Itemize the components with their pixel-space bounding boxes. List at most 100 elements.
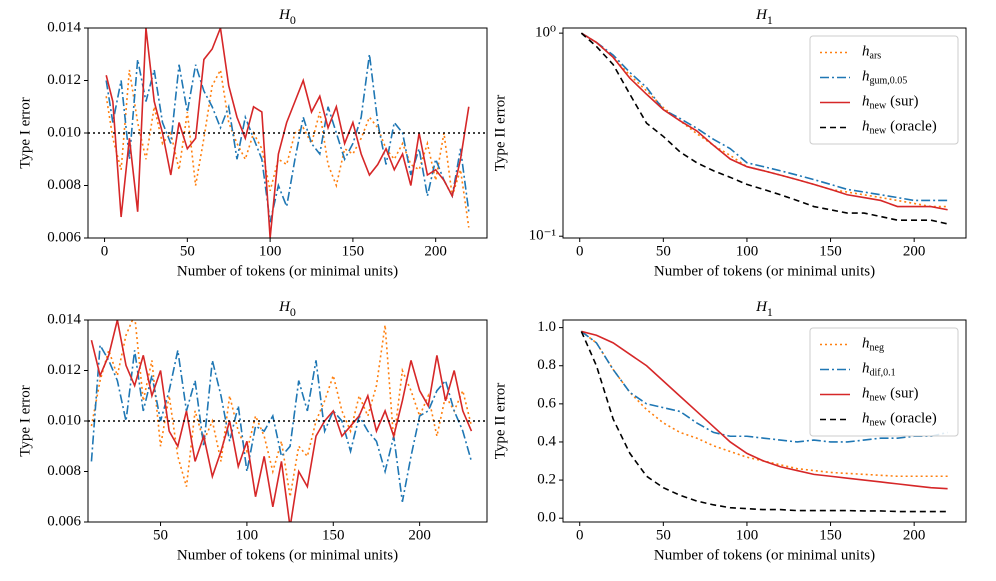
x-tick-label: 0 <box>101 243 109 259</box>
series-line <box>90 320 473 522</box>
legend-name: h <box>862 69 870 85</box>
title-subscript: 0 <box>290 305 296 319</box>
y-tick-label: 0.6 <box>537 395 556 411</box>
legend-name: h <box>862 44 870 60</box>
legend-subscript: dif,0.1 <box>870 368 896 379</box>
axes-frame <box>87 27 488 239</box>
y-tick-label: 0.008 <box>47 177 81 193</box>
y-tick-label: 0.012 <box>47 362 81 378</box>
y-tick-label: 0.8 <box>537 357 556 373</box>
legend-suffix: (oracle) <box>890 119 937 135</box>
y-tick-label: 0.2 <box>537 472 556 488</box>
legend-name: h <box>862 411 870 427</box>
y-axis-label: Type I error <box>17 97 33 168</box>
x-tick-label: 0 <box>576 243 584 259</box>
legend-label: hars <box>862 44 881 62</box>
legend-label: hnew (sur) <box>862 386 919 404</box>
legend-subscript: new <box>870 101 887 112</box>
legend-box <box>809 35 959 145</box>
plot-area <box>88 28 487 238</box>
title-main: H <box>755 7 768 23</box>
y-tick-label: 10⁻¹ <box>529 228 556 244</box>
title-subscript: 1 <box>767 13 773 27</box>
y-tick-label: 0.012 <box>47 72 81 88</box>
legend-box <box>809 327 959 437</box>
legend-subscript: new <box>870 393 887 404</box>
x-tick-label: 200 <box>903 527 926 543</box>
y-tick-label: 0.006 <box>47 229 81 245</box>
legend-name: h <box>862 336 870 352</box>
legend-label: hnew (oracle) <box>862 119 937 137</box>
axes-frame <box>562 319 967 523</box>
legend-name: h <box>862 386 870 402</box>
panel-title: H1 <box>755 7 773 26</box>
y-axis-label: Type II error <box>492 383 508 459</box>
series-line <box>580 32 948 225</box>
y-tick-label: 0.014 <box>47 311 81 327</box>
title-main: H <box>278 299 291 315</box>
series-line <box>580 32 948 211</box>
series-line <box>105 54 470 223</box>
legend-label: hnew (sur) <box>862 94 919 112</box>
y-tick-label: 0.006 <box>47 513 81 529</box>
y-tick-label: 0.4 <box>537 433 556 449</box>
x-tick-label: 150 <box>819 243 842 259</box>
title-subscript: 0 <box>290 13 296 27</box>
y-axis-label: Type I error <box>17 385 33 456</box>
y-tick-label: 0.008 <box>47 463 81 479</box>
title-main: H <box>278 7 291 23</box>
axes-frame <box>87 319 488 523</box>
x-tick-label: 200 <box>408 527 431 543</box>
panel: H0 50 100 150 200 0.006 0.008 0.010 0.012 0.014 Nu… <box>17 299 488 563</box>
x-tick-label: 150 <box>819 527 842 543</box>
x-axis-label: Number of tokens (or minimal units) <box>654 263 875 279</box>
legend-suffix: (sur) <box>890 386 918 402</box>
legend-subscript: new <box>870 418 887 429</box>
y-tick-label: 10⁰ <box>535 25 556 41</box>
legend-label: hnew (oracle) <box>862 411 937 429</box>
series-line <box>90 320 473 497</box>
series-line <box>581 330 948 490</box>
legend-name: h <box>862 94 870 110</box>
series-line <box>580 330 948 443</box>
panel: H1 0 50 100 150 200 0.0 0.2 0.4 0.6 0.8 1.0 Number o… <box>492 299 967 563</box>
axes-frame <box>562 27 967 239</box>
legend-subscript: ars <box>870 51 882 62</box>
x-tick-label: 100 <box>736 527 759 543</box>
panel-title: H0 <box>278 299 296 318</box>
x-tick-label: 50 <box>656 527 671 543</box>
legend-name: h <box>862 119 870 135</box>
panel-title: H1 <box>755 299 773 318</box>
y-tick-label: 0.010 <box>47 124 81 140</box>
plot-area <box>88 320 487 522</box>
title-main: H <box>755 299 768 315</box>
x-axis-label: Number of tokens (or minimal units) <box>654 547 875 563</box>
series-line <box>105 28 470 238</box>
y-axis-label: Type II error <box>492 95 508 171</box>
legend-subscript: gum,0.05 <box>870 76 908 87</box>
x-tick-label: 150 <box>322 527 345 543</box>
x-tick-label: 100 <box>236 527 259 543</box>
y-tick-label: 1.0 <box>537 319 556 335</box>
legend-name: h <box>862 361 870 377</box>
x-tick-label: 100 <box>736 243 759 259</box>
x-tick-label: 0 <box>576 527 584 543</box>
legend-suffix: (oracle) <box>890 411 937 427</box>
x-tick-label: 200 <box>424 243 447 259</box>
series-line <box>580 32 948 202</box>
series-line <box>90 342 473 502</box>
x-axis-label: Number of tokens (or minimal units) <box>177 263 398 279</box>
y-tick-label: 0.0 <box>537 510 556 526</box>
plot-area <box>580 32 948 225</box>
y-tick-label: 0.014 <box>47 19 81 35</box>
x-tick-label: 50 <box>153 527 168 543</box>
x-tick-label: 200 <box>903 243 926 259</box>
panel-title: H0 <box>278 7 296 26</box>
x-tick-label: 50 <box>656 243 671 259</box>
plot-area <box>580 330 948 513</box>
panel: H00 50 100 150 2000.0060.0080.0100.0120.014N… <box>17 7 488 279</box>
legend-suffix: (sur) <box>890 94 918 110</box>
